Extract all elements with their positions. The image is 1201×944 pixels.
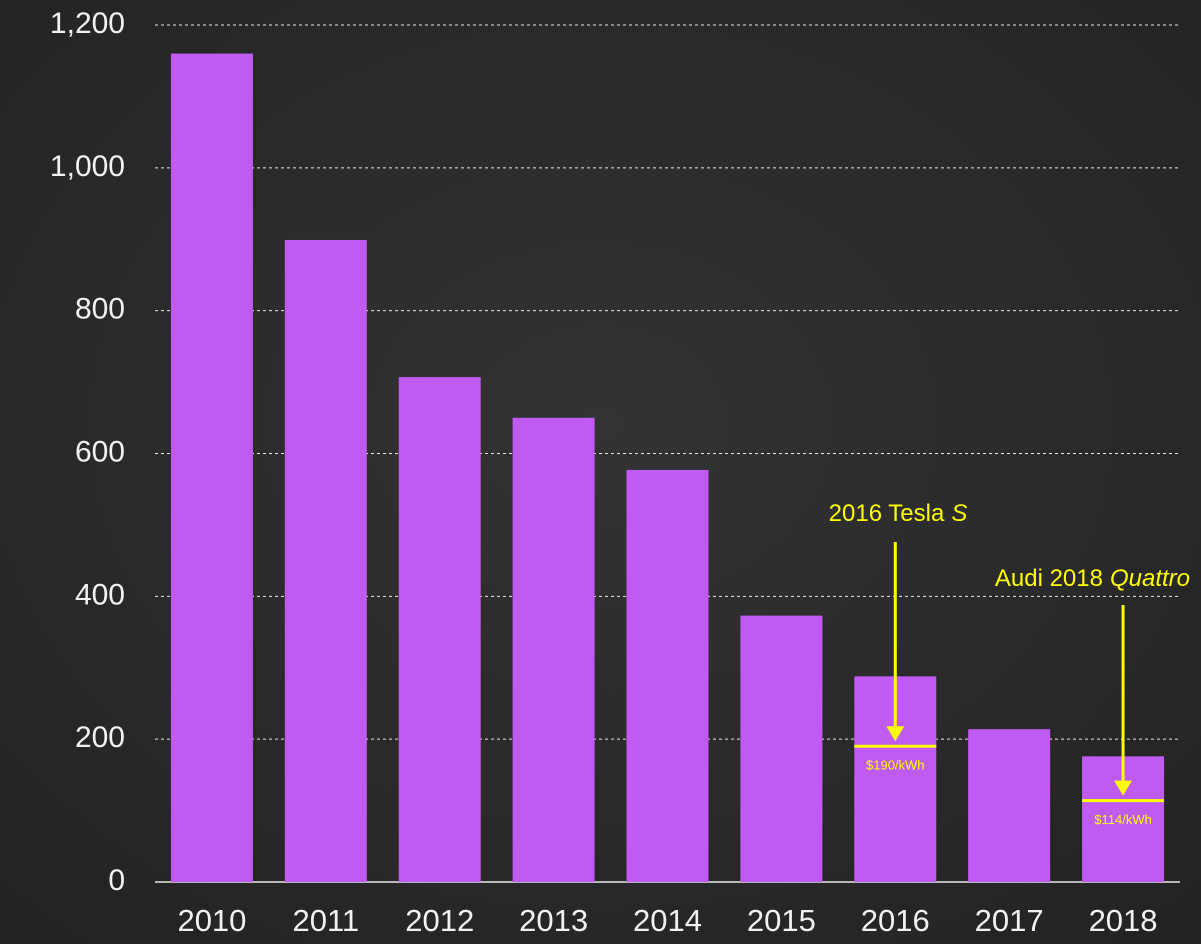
- x-tick-label: 2013: [519, 903, 588, 938]
- annotation-level-label: $114/kWh: [1094, 812, 1152, 827]
- x-tick-label: 2016: [861, 903, 930, 938]
- y-tick-label: 0: [108, 864, 125, 897]
- x-tick-label: 2015: [747, 903, 816, 938]
- annotation-arrow-head: [886, 726, 905, 742]
- bar: [626, 469, 709, 882]
- annotation-text-italic: S: [951, 500, 967, 527]
- bar: [740, 615, 823, 882]
- annotation-arrow-head: [1114, 780, 1133, 796]
- y-tick-label: 1,000: [50, 150, 125, 183]
- bar: [398, 377, 481, 882]
- bar: [512, 417, 595, 882]
- bar: [284, 239, 367, 882]
- annotation-text-main: 2016 Tesla: [829, 500, 945, 527]
- x-tick-label: 2010: [177, 903, 246, 938]
- x-tick-label: 2012: [405, 903, 474, 938]
- y-tick-label: 1,200: [50, 7, 125, 40]
- x-tick-label: 2017: [975, 903, 1044, 938]
- y-tick-label: 600: [75, 435, 125, 468]
- x-tick-label: 2014: [633, 903, 702, 938]
- annotation-text-italic: Quattro: [1110, 565, 1190, 592]
- x-tick-label: 2018: [1089, 903, 1158, 938]
- bar: [170, 53, 253, 883]
- y-tick-label: 800: [75, 293, 125, 326]
- annotation-level-label: $190/kWh: [866, 758, 925, 773]
- bar: [968, 729, 1051, 882]
- y-tick-label: 200: [75, 721, 125, 754]
- annotation-text: Audi 2018 Quattro: [995, 565, 1190, 592]
- x-tick-label: 2011: [292, 903, 359, 938]
- annotation-text: 2016 Tesla S: [829, 500, 968, 527]
- annotation-text-main: Audi 2018: [995, 565, 1103, 592]
- y-tick-label: 400: [75, 578, 125, 611]
